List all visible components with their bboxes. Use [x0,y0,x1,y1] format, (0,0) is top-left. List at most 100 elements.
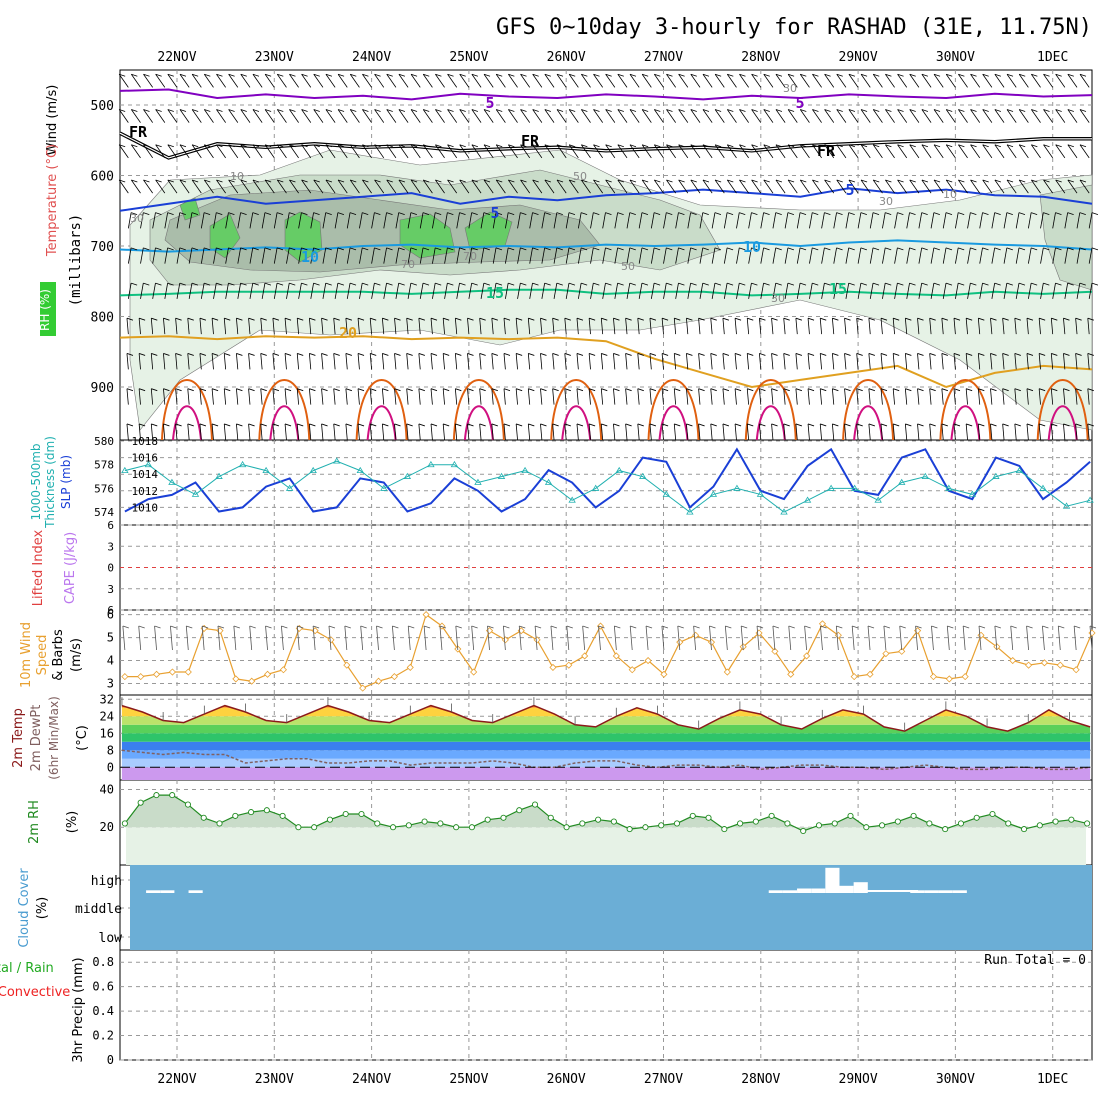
wind-barb [273,283,278,299]
wind-speed-marker [422,611,430,619]
wind-barb [1002,423,1005,440]
wind-barb-flag [126,317,134,321]
wind-barb [381,353,385,370]
wind-barb-flag [824,73,831,77]
wind-barb [1064,212,1069,229]
wind10-barb [122,625,126,651]
wind-barb [698,318,701,335]
wind-barb [503,423,506,440]
wind-barb-flag [337,109,345,112]
wind-barb [362,179,372,194]
thickness-marker [1062,502,1071,509]
wind-barb-flag [471,179,479,183]
wind-barb-flag [739,179,746,183]
wind-barb [337,144,348,159]
wind-barb-flag [812,247,819,251]
wind-barb [228,109,239,123]
wind-barb [1075,353,1078,370]
wind-barb-flag [653,247,661,251]
wind-barb [454,423,458,440]
wind-barb [763,74,774,88]
wind-barb-flag [410,73,418,77]
wind-barb [885,109,895,123]
thickness-tick-label: 576 [94,482,114,495]
wind-barb [1031,109,1041,123]
wind-barb-flag [520,212,527,215]
wind-barb [784,283,789,299]
wind-barb [491,388,494,405]
wind-barb [249,283,254,299]
thickness-marker [615,466,623,474]
wind-barb-flag [447,144,454,148]
wind-barb-flag [410,109,418,112]
wind-barb [918,212,923,229]
wind-barb-flag [357,353,365,356]
wind-barb-flag [224,423,231,427]
wind-barb-flag [824,144,831,148]
rh2m-marker [1036,822,1043,829]
wind-speed-marker [501,636,509,644]
wind-barb [467,388,470,405]
wind-barb [126,353,129,370]
wind-barb-flag [905,353,912,356]
wind-barb [264,144,275,159]
wind-barb [163,423,166,440]
wind-speed-marker [660,670,668,678]
wind-barb-flag [617,247,624,251]
data-layer [118,73,1099,950]
precip-tick-label: 0 [107,1053,114,1067]
wind-barb-flag [666,212,673,215]
wind-barb-flag [941,317,948,321]
wind10-barb-flag [661,625,669,629]
wind-tick-label: 4 [107,654,114,668]
wind-ylabel-1: 10m Wind [19,622,34,688]
wind-barb-flag [430,388,438,392]
wind-barb-flag [625,317,632,321]
wind-barb [504,247,509,264]
wind-barb-flag [1026,317,1034,321]
wind-barb-flag [236,388,243,392]
wind-barb-flag [909,109,916,112]
wind-barb [698,353,701,370]
wind-barb-flag [544,109,551,112]
wind-barb [698,388,701,405]
wind-barb [199,318,202,335]
wind-barb-flag [1002,353,1009,356]
rh2m-marker [121,820,128,827]
wind-barb-flag [1031,212,1038,215]
wind-barb-flag [593,247,600,251]
wind-barb [775,74,786,88]
wind-barb-flag [953,353,961,356]
wind-barb [216,109,226,123]
wind-barb [673,423,677,440]
wind-barb-flag [386,212,393,215]
wind-barb [933,144,944,159]
wind-barb-flag [508,179,515,183]
wind-barb [503,353,506,370]
wind-barb [520,109,531,123]
wind-barb-flag [199,353,207,356]
wind-barb [880,388,883,405]
wind-barb [284,388,287,405]
wind-barb-flag [1051,353,1058,356]
wind-barb-flag [649,388,657,392]
wind-barb [199,423,202,440]
wind-barb [447,144,458,159]
wind-barb-flag [138,388,146,392]
wind-barb-flag [945,212,953,215]
wind-barb [739,109,749,123]
wind-barb [967,283,971,299]
wind-speed-marker [628,666,636,674]
wind-barb-flag [929,317,936,321]
wind-barb-flag [422,247,430,251]
wind-barb [921,74,932,88]
wind-barb-flag [905,388,912,392]
wind-barb-flag [313,212,320,215]
wind-barb [872,144,883,159]
wind-barb [138,423,141,440]
wind-barb [581,74,591,88]
wind-barb-flag [520,73,527,77]
rh2m-marker [563,824,570,831]
wind-barb [503,388,506,405]
wind-barb [613,318,616,335]
